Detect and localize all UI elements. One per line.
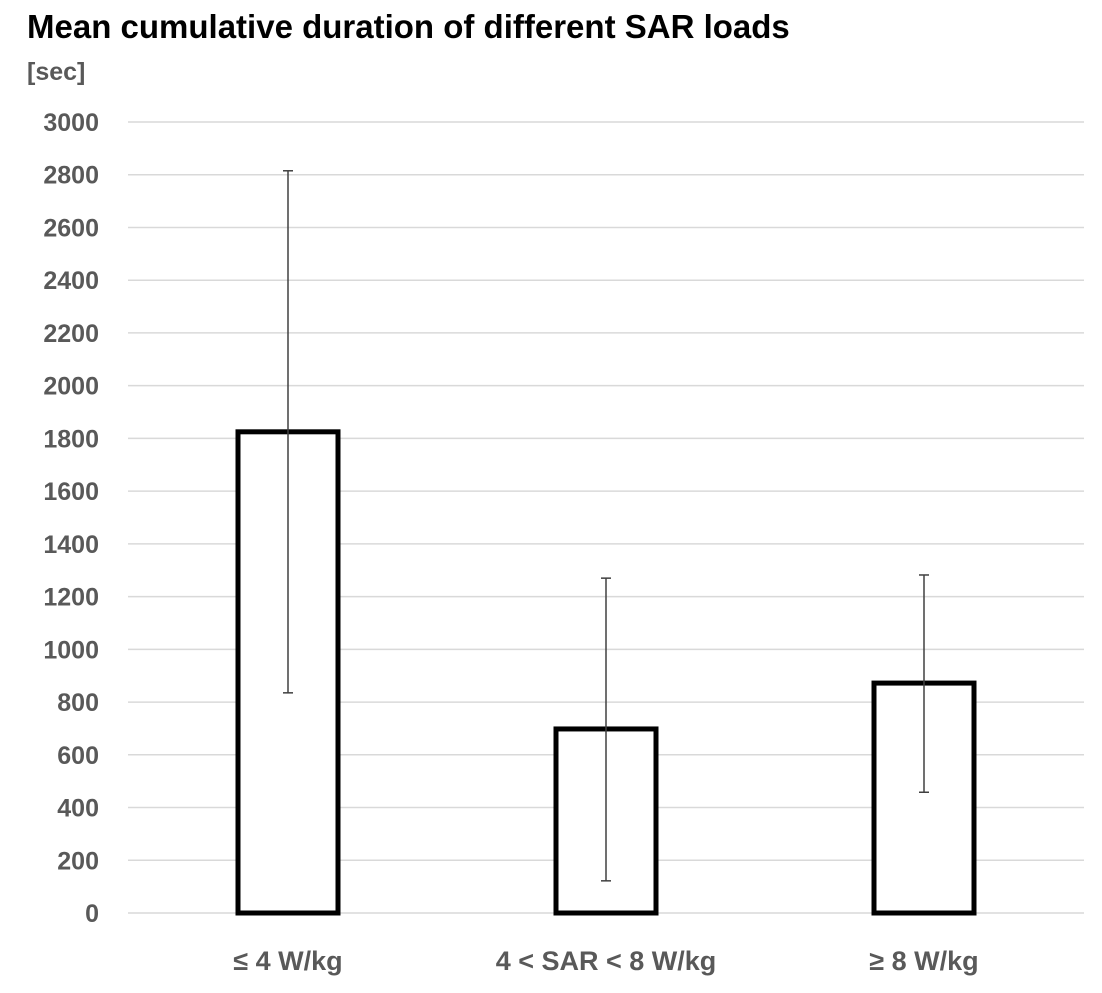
- y-tick-label-400: 400: [57, 795, 99, 823]
- y-tick-label-600: 600: [57, 742, 99, 770]
- error-bar-2: [601, 577, 611, 882]
- y-tick-label-3000: 3000: [43, 109, 99, 137]
- y-tick-label-1600: 1600: [43, 478, 99, 506]
- y-tick-label-1200: 1200: [43, 584, 99, 612]
- y-tick-label-2600: 2600: [43, 214, 99, 242]
- y-tick-label-1000: 1000: [43, 636, 99, 664]
- x-category-label-2: 4 < SAR < 8 W/kg: [496, 946, 717, 976]
- y-tick-label-800: 800: [57, 689, 99, 717]
- y-axis-unit-label: [sec]: [27, 58, 86, 86]
- error-bar-3: [919, 574, 929, 793]
- y-tick-label-200: 200: [57, 847, 99, 875]
- y-tick-label-1800: 1800: [43, 425, 99, 453]
- y-tick-label-1400: 1400: [43, 531, 99, 559]
- y-tick-label-0: 0: [85, 900, 99, 928]
- y-tick-label-2200: 2200: [43, 320, 99, 348]
- y-axis-ticks: 0 200 400 600 800 1000 1200 1400 1600 1800 2000 220…: [43, 109, 99, 928]
- y-tick-label-2400: 2400: [43, 267, 99, 295]
- error-bars: [283, 170, 929, 882]
- x-category-label-1: ≤ 4 W/kg: [233, 946, 342, 976]
- x-axis-categories: ≤ 4 W/kg 4 < SAR < 8 W/kg ≥ 8 W/kg: [233, 946, 978, 976]
- y-tick-label-2000: 2000: [43, 373, 99, 401]
- x-category-label-3: ≥ 8 W/kg: [869, 946, 978, 976]
- bar-3: [871, 680, 977, 916]
- chart-title: Mean cumulative duration of different SA…: [27, 8, 790, 45]
- y-tick-label-2800: 2800: [43, 162, 99, 190]
- error-bar-1: [283, 170, 293, 694]
